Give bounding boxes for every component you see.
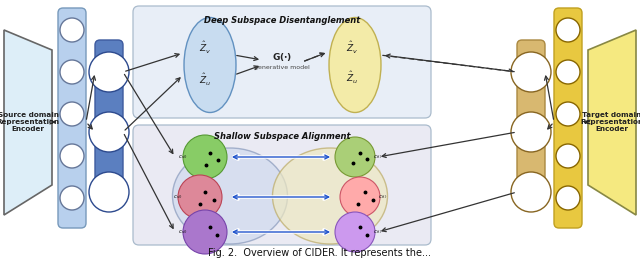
Circle shape <box>183 210 227 254</box>
Circle shape <box>511 112 551 152</box>
Circle shape <box>60 18 84 42</box>
FancyBboxPatch shape <box>95 40 123 195</box>
Circle shape <box>556 144 580 168</box>
Circle shape <box>340 177 380 217</box>
Ellipse shape <box>173 148 287 244</box>
Circle shape <box>89 52 129 92</box>
Ellipse shape <box>184 17 236 112</box>
Circle shape <box>60 186 84 210</box>
Text: $\mathbf{G(\cdot)}$: $\mathbf{G(\cdot)}$ <box>272 51 292 63</box>
Circle shape <box>89 172 129 212</box>
Text: $c_{s()}$: $c_{s()}$ <box>178 153 188 161</box>
Text: $\hat{Z}_v$: $\hat{Z}_v$ <box>199 40 211 56</box>
FancyBboxPatch shape <box>58 8 86 228</box>
Circle shape <box>511 172 551 212</box>
Text: Target domain
Representation
Encoder: Target domain Representation Encoder <box>580 112 640 132</box>
FancyBboxPatch shape <box>517 40 545 195</box>
Text: Source domain
Representation
Encoder: Source domain Representation Encoder <box>0 112 60 132</box>
Circle shape <box>89 112 129 152</box>
Text: generative model: generative model <box>254 65 310 70</box>
Circle shape <box>556 18 580 42</box>
Text: $c_{s()}$: $c_{s()}$ <box>173 194 183 201</box>
Circle shape <box>60 102 84 126</box>
Polygon shape <box>588 30 636 215</box>
Circle shape <box>60 60 84 84</box>
Circle shape <box>178 175 222 219</box>
Text: Shallow Subspace Alignment: Shallow Subspace Alignment <box>214 132 350 141</box>
Text: $c_{s()}$: $c_{s()}$ <box>178 228 188 235</box>
Text: Fig. 2.  Overview of CIDER. It represents the...: Fig. 2. Overview of CIDER. It represents… <box>209 248 431 258</box>
Circle shape <box>335 212 375 252</box>
Text: $c_{t()}$: $c_{t()}$ <box>378 194 388 201</box>
FancyBboxPatch shape <box>554 8 582 228</box>
Circle shape <box>556 60 580 84</box>
Ellipse shape <box>329 17 381 112</box>
Circle shape <box>511 52 551 92</box>
Circle shape <box>556 102 580 126</box>
Polygon shape <box>4 30 52 215</box>
Ellipse shape <box>273 148 387 244</box>
Text: $\hat{Z}_u$: $\hat{Z}_u$ <box>199 72 211 88</box>
Text: $\hat{Z}_u$: $\hat{Z}_u$ <box>346 70 358 86</box>
FancyBboxPatch shape <box>133 125 431 245</box>
Text: $c_{t()}$: $c_{t()}$ <box>373 228 383 235</box>
Circle shape <box>556 186 580 210</box>
Circle shape <box>183 135 227 179</box>
FancyBboxPatch shape <box>133 6 431 118</box>
Circle shape <box>335 137 375 177</box>
Text: $\hat{Z}_v$: $\hat{Z}_v$ <box>346 40 358 56</box>
Circle shape <box>60 144 84 168</box>
Text: Deep Subspace Disentanglement: Deep Subspace Disentanglement <box>204 16 360 25</box>
Text: $c_{t()}$: $c_{t()}$ <box>373 153 383 161</box>
